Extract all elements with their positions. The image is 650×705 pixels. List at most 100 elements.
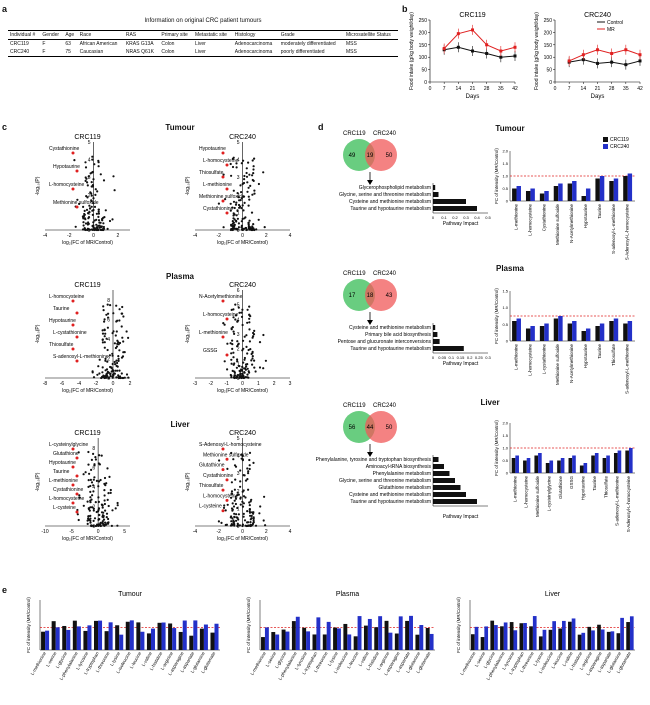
scatter-point [91,170,94,174]
scatter-point [230,376,233,379]
scatter-point [230,352,233,355]
scatter-point [117,355,120,358]
scatter-point [112,175,115,178]
scatter-point [232,356,235,359]
scatter-point [247,186,250,189]
table-cell: Colon [161,49,175,55]
y-tick-label: 4 [107,337,110,343]
bar-crc240 [581,632,586,650]
scatter-point [263,226,266,229]
scatter-point [103,489,106,492]
scatter-point [230,174,233,177]
legend-crc119-swatch [603,137,608,142]
table-cell: 63 [65,41,71,47]
bar-crc119 [587,626,592,650]
scatter-point [111,354,114,357]
bar-crc240 [306,631,311,650]
scatter-point [246,478,249,481]
data-point [596,61,599,65]
x-tick-label: -4 [43,233,48,239]
scatter-point [103,346,106,349]
food-chart-1: CRC240 0 50 100 150 200 250 0 7 14 21 28 35 42 Days Foo… [534,12,643,100]
scatter-point [248,305,251,308]
scatter-point [117,359,120,362]
scatter-point [232,458,235,461]
scatter-point [90,199,93,202]
bar-crc240 [108,622,113,650]
metabolite-label: Taurine [53,469,70,475]
scatter-point [252,517,255,520]
highlight-point [75,335,79,339]
scatter-point [89,207,92,210]
scatter-point [238,524,241,527]
venn-left-label: CRC119 [343,271,366,277]
scatter-point [78,496,81,499]
bar-crc240 [98,620,103,650]
fc-bar-crc240 [572,321,577,341]
x-axis-title: log₂(FC of MR/Control) [62,388,113,394]
scatter-point [251,363,254,366]
volcano-tumour_240: CRC240 -4 -2 0 2 4 0 1 2 3 4 5 log₂(FC of MR/Control… [185,134,292,246]
bar-crc119 [146,633,151,650]
scatter-point [117,357,120,360]
y-tick-label: 6 [107,317,110,323]
metabolite-label: Thiosulfate [199,170,224,176]
venn-right-circle [365,411,397,443]
bar-crc240 [193,620,198,650]
scatter-point [244,479,248,482]
table-header-cell: Race [79,32,92,38]
fc-bar-crc240 [538,453,542,473]
pathway-label: Phenylalanine metabolism [373,471,431,477]
scatter-point [239,469,242,472]
scatter-point [248,467,251,471]
y-tick-label: 1 [237,506,240,512]
metabolite-label: Methionine sulfoxide [53,200,99,206]
scatter-point [262,367,265,370]
scatter-point [240,226,243,229]
scatter-point [250,352,253,356]
x-tick-label: 28 [609,86,615,92]
bar-crc240 [409,615,413,650]
highlight-point [221,151,225,155]
scatter-point [91,158,94,161]
bar-crc240 [562,620,566,650]
scatter-point [108,219,112,223]
x-tick-label: 14 [581,86,587,92]
scatter-point [242,376,246,380]
scatter-point [246,367,249,370]
scatter-point [236,522,239,525]
arrow-down-icon [367,452,373,457]
scatter-point [111,218,114,221]
scatter-point [240,369,244,372]
scatter-point [242,361,245,364]
scatter-point [235,214,238,217]
highlight-point [225,457,229,461]
scatter-point [116,342,119,345]
scatter-point [249,184,252,187]
fc-bar-crc240 [599,323,605,341]
scatter-point [251,350,254,353]
patient-info-table: Information on original CRC patient tumo… [8,18,398,100]
data-point [442,47,446,51]
panel-e-title: Liver [545,591,561,598]
y-axis-title: -log₁₀(P) [35,176,41,195]
bar-crc240 [55,627,60,650]
scatter-point [92,509,95,512]
y-tick-label: 4 [237,158,240,164]
bar-crc119 [490,620,495,650]
metabolite-label: N-Acetylmethionine [199,294,243,300]
bar-crc240 [264,627,269,650]
scatter-point [123,376,126,379]
scatter-point [118,308,121,311]
fc-bar-crc240 [585,188,591,201]
scatter-point [82,205,85,208]
y-tick-label: 100 [419,55,428,61]
scatter-point [106,467,109,470]
scatter-point [246,521,249,524]
bar-crc240 [172,628,177,650]
fc-metabolite-label: Taurine [597,204,602,219]
scatter-point [104,521,107,524]
scatter-point [95,223,98,226]
y-tick-label: 6 [237,288,240,294]
scatter-point [84,179,87,182]
